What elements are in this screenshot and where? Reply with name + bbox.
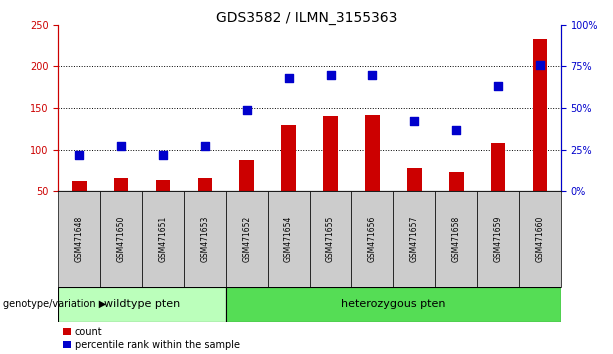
Bar <box>156 180 170 233</box>
Bar <box>519 191 561 287</box>
Bar <box>533 39 547 233</box>
Point <box>242 107 251 113</box>
Bar <box>226 191 268 287</box>
Point <box>368 72 378 78</box>
Text: GSM471657: GSM471657 <box>409 216 419 262</box>
Point <box>326 72 335 78</box>
Bar <box>477 191 519 287</box>
Text: GSM471658: GSM471658 <box>452 216 461 262</box>
Point <box>409 119 419 124</box>
Text: GSM471653: GSM471653 <box>200 216 210 262</box>
Bar <box>268 191 310 287</box>
Bar <box>240 160 254 233</box>
Point <box>74 152 84 158</box>
Bar <box>351 191 394 287</box>
Point <box>116 143 126 149</box>
Point <box>451 127 461 132</box>
Text: GSM471650: GSM471650 <box>116 216 126 262</box>
Text: GSM471655: GSM471655 <box>326 216 335 262</box>
Text: wildtype pten: wildtype pten <box>104 299 180 309</box>
Bar <box>142 191 184 287</box>
Point <box>284 75 294 81</box>
Bar <box>310 191 351 287</box>
Bar <box>58 287 226 322</box>
Bar <box>197 178 212 233</box>
Bar <box>72 181 86 233</box>
Bar <box>184 191 226 287</box>
Bar <box>449 172 463 233</box>
Bar <box>281 125 296 233</box>
Bar <box>394 191 435 287</box>
Point <box>535 62 545 68</box>
Point <box>493 84 503 89</box>
Text: GSM471654: GSM471654 <box>284 216 293 262</box>
Bar <box>323 116 338 233</box>
Bar <box>100 191 142 287</box>
Bar <box>365 115 379 233</box>
Text: GSM471659: GSM471659 <box>493 216 503 262</box>
Bar <box>226 287 561 322</box>
Text: GDS3582 / ILMN_3155363: GDS3582 / ILMN_3155363 <box>216 11 397 25</box>
Bar <box>114 178 128 233</box>
Bar <box>435 191 477 287</box>
Bar <box>491 143 505 233</box>
Legend: count, percentile rank within the sample: count, percentile rank within the sample <box>63 327 240 350</box>
Text: GSM471656: GSM471656 <box>368 216 377 262</box>
Point <box>158 152 168 158</box>
Text: GSM471652: GSM471652 <box>242 216 251 262</box>
Bar <box>58 191 100 287</box>
Text: GSM471648: GSM471648 <box>75 216 84 262</box>
Bar <box>407 168 422 233</box>
Point <box>200 143 210 149</box>
Text: GSM471660: GSM471660 <box>535 216 544 262</box>
Text: GSM471651: GSM471651 <box>158 216 167 262</box>
Text: heterozygous pten: heterozygous pten <box>341 299 446 309</box>
Text: genotype/variation ▶: genotype/variation ▶ <box>3 299 106 309</box>
